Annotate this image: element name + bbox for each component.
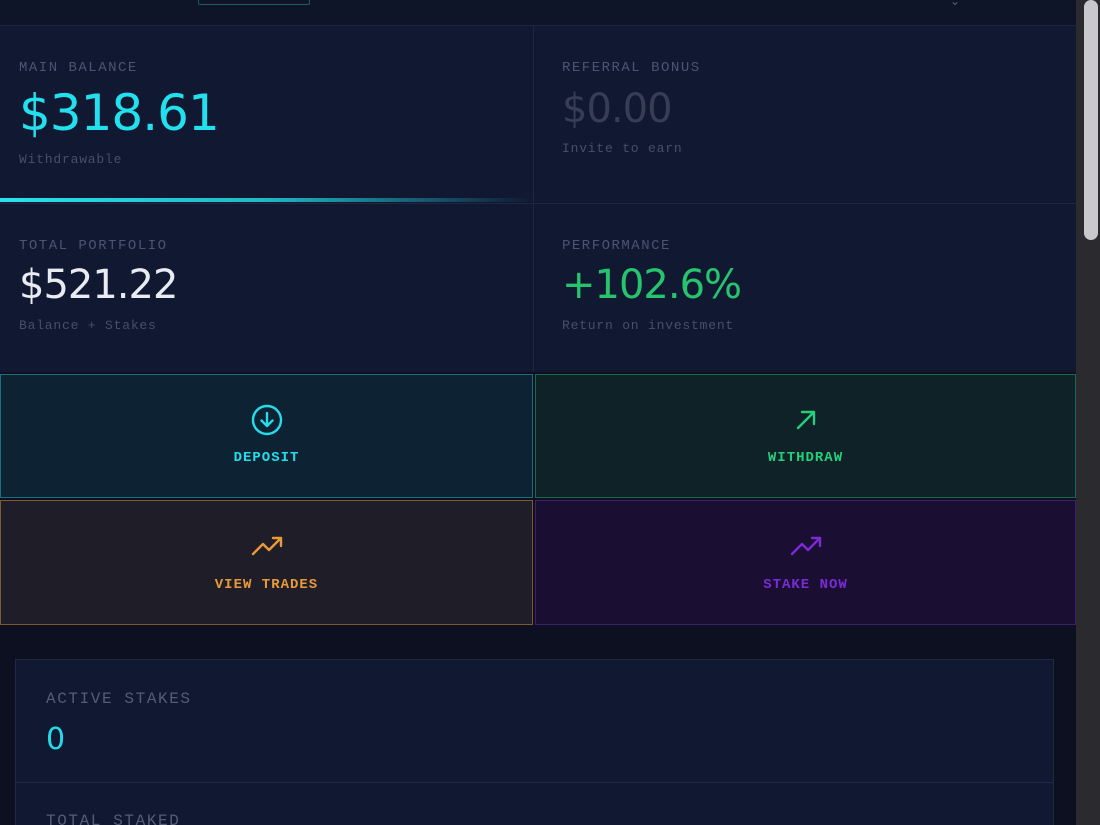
referral-bonus-sub: Invite to earn [562, 141, 683, 156]
deposit-button[interactable]: DEPOSIT [0, 374, 533, 498]
referral-bonus-label: REFERRAL BONUS [562, 60, 701, 76]
stake-now-label: STAKE NOW [763, 577, 848, 593]
active-stakes-label: ACTIVE STAKES [46, 690, 192, 708]
dashboard-viewport: ⌄ MAIN BALANCE $318.61 Withdrawable REFE… [0, 0, 1076, 825]
withdraw-button[interactable]: WITHDRAW [535, 374, 1076, 498]
stats-grid: MAIN BALANCE $318.61 Withdrawable REFERR… [0, 26, 1076, 372]
arrow-up-right-icon [796, 410, 815, 430]
view-trades-button[interactable]: VIEW TRADES [0, 500, 533, 625]
total-portfolio-label: TOTAL PORTFOLIO [19, 238, 168, 254]
view-trades-label: VIEW TRADES [214, 577, 319, 593]
referral-bonus-card: REFERRAL BONUS $0.00 Invite to earn [534, 26, 1076, 204]
scrollbar-thumb[interactable] [1084, 0, 1098, 240]
scrollbar[interactable] [1076, 0, 1100, 825]
total-portfolio-card: TOTAL PORTFOLIO $521.22 Balance + Stakes [0, 204, 534, 372]
total-portfolio-sub: Balance + Stakes [19, 318, 157, 333]
active-stakes-value: 0 [46, 722, 66, 757]
total-staked-label: TOTAL STAKED [46, 812, 181, 825]
trending-up-icon [251, 536, 282, 556]
main-balance-card: MAIN BALANCE $318.61 Withdrawable [0, 26, 534, 204]
trending-up-icon [790, 536, 821, 556]
stake-now-button[interactable]: STAKE NOW [535, 500, 1076, 625]
performance-value: +102.6% [562, 262, 742, 308]
deposit-label: DEPOSIT [233, 450, 300, 466]
active-stakes-row: ACTIVE STAKES 0 [16, 660, 1053, 783]
top-tab-indicator[interactable] [198, 0, 310, 5]
stakes-panel: ACTIVE STAKES 0 TOTAL STAKED [15, 659, 1054, 825]
top-bar: ⌄ [0, 0, 1076, 26]
total-portfolio-value: $521.22 [19, 262, 178, 308]
referral-bonus-value: $0.00 [562, 86, 673, 132]
chevron-down-icon[interactable]: ⌄ [950, 0, 961, 8]
main-balance-value: $318.61 [19, 84, 220, 142]
withdraw-label: WITHDRAW [767, 450, 844, 466]
accent-underline [0, 198, 534, 202]
arrow-down-circle-icon [251, 404, 282, 436]
performance-card: PERFORMANCE +102.6% Return on investment [534, 204, 1076, 372]
main-balance-sub: Withdrawable [19, 152, 123, 167]
performance-label: PERFORMANCE [562, 238, 671, 254]
performance-sub: Return on investment [562, 318, 735, 333]
main-balance-label: MAIN BALANCE [19, 60, 138, 76]
